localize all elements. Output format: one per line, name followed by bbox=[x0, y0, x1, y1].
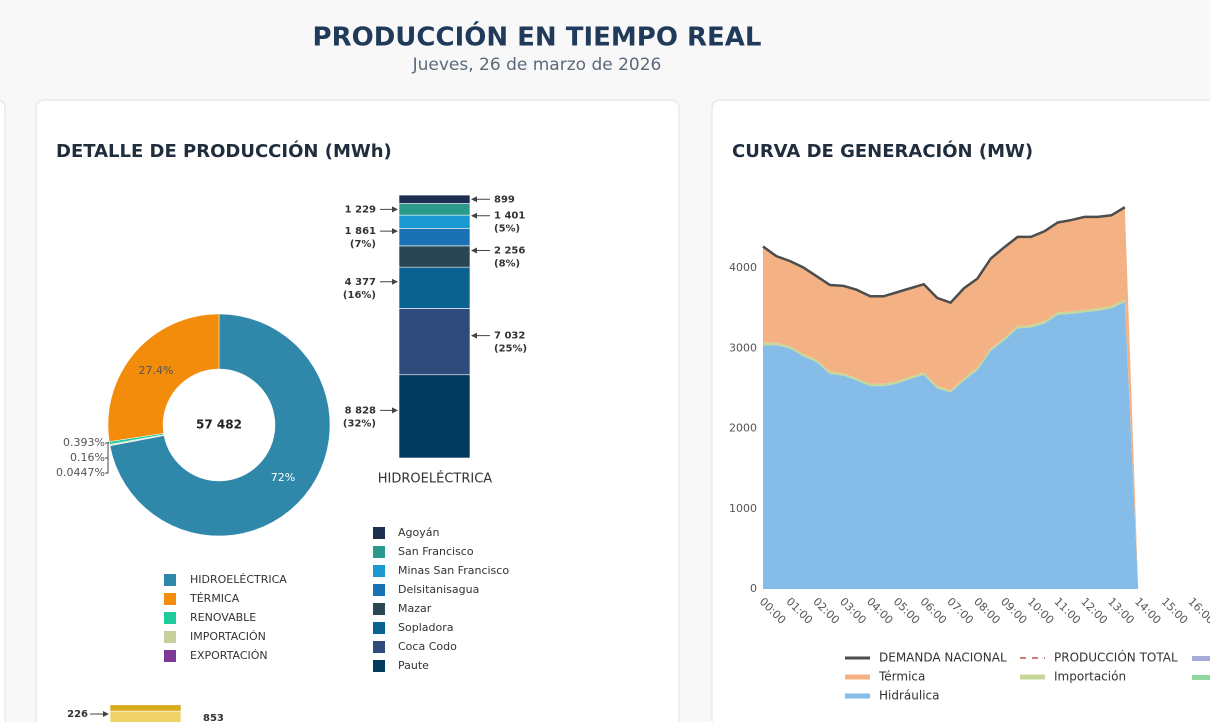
legend-label: Paute bbox=[398, 659, 429, 672]
bar-segment bbox=[398, 308, 471, 376]
legend-label: DEMANDA NACIONAL bbox=[879, 651, 1007, 665]
card bbox=[35, 99, 680, 722]
bar-segment bbox=[398, 374, 471, 459]
bar-segment bbox=[109, 710, 182, 722]
slice-label: 0.16% bbox=[70, 451, 105, 464]
bar-share: (7%) bbox=[350, 239, 376, 250]
bar-segment bbox=[109, 704, 182, 712]
area bbox=[763, 207, 1139, 589]
bar-share: (32%) bbox=[343, 418, 376, 429]
bar-label: 226 bbox=[67, 709, 88, 720]
legend-swatch bbox=[164, 574, 176, 586]
legend-swatch bbox=[373, 641, 385, 653]
legend-label: Coca Codo bbox=[398, 640, 457, 653]
legend-label: Agoyán bbox=[398, 526, 439, 539]
y-tick-label: 4000 bbox=[729, 261, 757, 274]
bar-segment bbox=[398, 203, 471, 216]
bar-label: 1 401 bbox=[494, 211, 525, 222]
bar-segment bbox=[398, 228, 471, 247]
donut-slice bbox=[109, 313, 331, 537]
legend-label: RENOVABLE bbox=[190, 611, 256, 624]
bar-segment bbox=[398, 266, 471, 309]
legend-swatch bbox=[373, 603, 385, 615]
bar-share: (5%) bbox=[494, 224, 520, 235]
legend-label: PRODUCCIÓN TOTAL bbox=[1054, 650, 1178, 665]
legend-label: Importación bbox=[1054, 670, 1126, 684]
legend-label: EXPORTACIÓN bbox=[190, 649, 268, 662]
slice-label: 0.0447% bbox=[56, 466, 105, 479]
line bbox=[762, 206, 1126, 305]
donut-slice bbox=[107, 313, 220, 442]
legend-label: HIDROELÉCTRICA bbox=[190, 573, 287, 586]
bar-segment bbox=[398, 245, 471, 268]
bar-label: 1 229 bbox=[345, 204, 376, 215]
bar-label: 7 032 bbox=[494, 331, 525, 342]
bar-segment bbox=[398, 214, 471, 229]
page-subtitle: Jueves, 26 de marzo de 2026 bbox=[412, 55, 662, 75]
legend-swatch bbox=[1192, 675, 1210, 680]
legend-swatch bbox=[373, 622, 385, 634]
legend-swatch bbox=[845, 693, 870, 699]
y-tick-label: 1000 bbox=[729, 502, 757, 515]
card-title: CURVA DE GENERACIÓN (MW) bbox=[732, 140, 1033, 162]
legend-swatch bbox=[164, 612, 176, 624]
legend-swatch bbox=[1192, 656, 1210, 661]
legend-label: Térmica bbox=[878, 670, 925, 684]
slice-label: 0.393% bbox=[63, 436, 105, 449]
donut-slice bbox=[109, 435, 165, 447]
legend-swatch bbox=[164, 650, 176, 662]
legend-swatch bbox=[373, 527, 385, 539]
legend-swatch bbox=[164, 631, 176, 643]
bar-label: 2 256 bbox=[494, 246, 525, 257]
area bbox=[763, 301, 1139, 589]
legend-label: Sopladora bbox=[398, 621, 453, 634]
legend-label: Minas San Francisco bbox=[398, 564, 509, 577]
legend-label: IMPORTACIÓN bbox=[190, 630, 266, 643]
legend-label: Delsitanisagua bbox=[398, 583, 479, 596]
page-title: PRODUCCIÓN EN TIEMPO REAL bbox=[313, 21, 762, 53]
legend-label: San Francisco bbox=[398, 545, 474, 558]
y-tick-label: 0 bbox=[750, 582, 757, 595]
card-edge bbox=[0, 100, 6, 722]
bar-label: 8 828 bbox=[345, 405, 376, 416]
bar-share: (8%) bbox=[494, 259, 520, 270]
legend-swatch bbox=[373, 565, 385, 577]
legend-swatch bbox=[845, 674, 870, 680]
bar-share: (16%) bbox=[343, 290, 376, 301]
bar-label: 1 861 bbox=[345, 226, 376, 237]
bar-label: 4 377 bbox=[345, 277, 376, 288]
slice-label: 27.4% bbox=[139, 364, 174, 377]
legend-swatch bbox=[164, 593, 176, 605]
bar-label: 853 bbox=[203, 713, 224, 722]
slice-label: 72% bbox=[271, 471, 295, 484]
y-tick-label: 2000 bbox=[729, 422, 757, 435]
donut-total: 57 482 bbox=[196, 418, 242, 432]
legend-label: Hidráulica bbox=[879, 689, 940, 703]
y-tick-label: 3000 bbox=[729, 341, 757, 354]
legend-swatch bbox=[373, 660, 385, 672]
card-title: DETALLE DE PRODUCCIÓN (MWh) bbox=[56, 140, 392, 162]
bar-category: HIDROELÉCTRICA bbox=[378, 471, 493, 487]
bar-share: (25%) bbox=[494, 344, 527, 355]
legend-label: TÉRMICA bbox=[189, 592, 240, 605]
bar-label: 899 bbox=[494, 194, 515, 205]
bar-segment bbox=[398, 194, 471, 204]
legend-label: Mazar bbox=[398, 602, 432, 615]
legend-swatch bbox=[1020, 674, 1045, 680]
legend-swatch bbox=[373, 584, 385, 596]
legend-swatch bbox=[373, 546, 385, 558]
